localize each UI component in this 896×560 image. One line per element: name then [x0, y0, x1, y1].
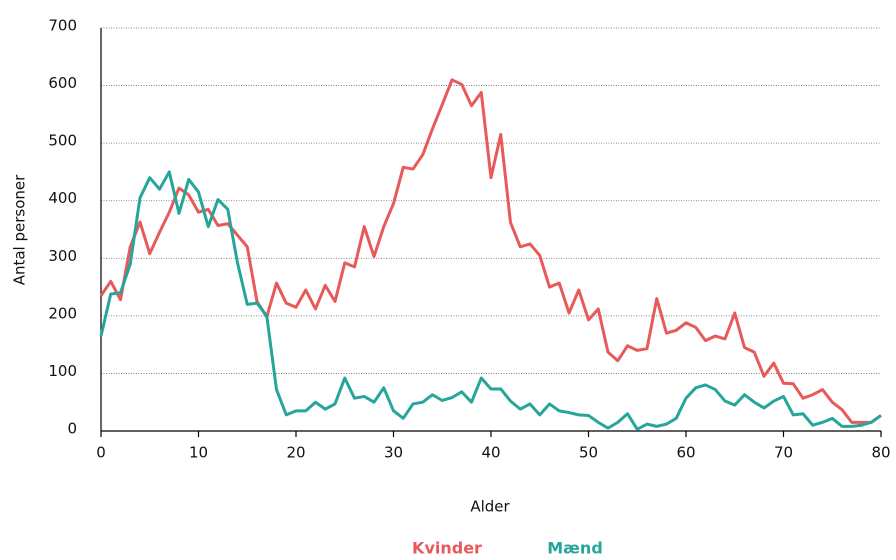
y-tick-label: 500	[48, 132, 77, 150]
x-tick-label: 40	[481, 444, 500, 462]
x-tick-label: 50	[579, 444, 598, 462]
y-tick-label: 700	[48, 17, 77, 35]
y-tick-label: 400	[48, 189, 77, 207]
y-tick-label: 0	[67, 420, 77, 438]
x-axis-label: Alder	[470, 498, 510, 516]
x-tick-label: 0	[96, 444, 106, 462]
x-tick-label: 70	[774, 444, 793, 462]
y-tick-label: 100	[48, 362, 77, 380]
x-tick-label: 20	[286, 444, 305, 462]
line-series	[99, 170, 882, 431]
legend-label: Mænd	[547, 539, 603, 558]
y-tick-label: 300	[48, 247, 77, 265]
legend-label: Kvinder	[412, 539, 482, 558]
y-tick-label: 200	[48, 304, 77, 322]
line-series	[99, 78, 882, 424]
x-tick-label: 60	[676, 444, 695, 462]
x-tick-label: 80	[871, 444, 890, 462]
x-tick-label: 10	[189, 444, 208, 462]
y-tick-label: 600	[48, 74, 77, 92]
y-axis-label: Antal personer	[11, 174, 29, 285]
x-tick-label: 30	[384, 444, 403, 462]
